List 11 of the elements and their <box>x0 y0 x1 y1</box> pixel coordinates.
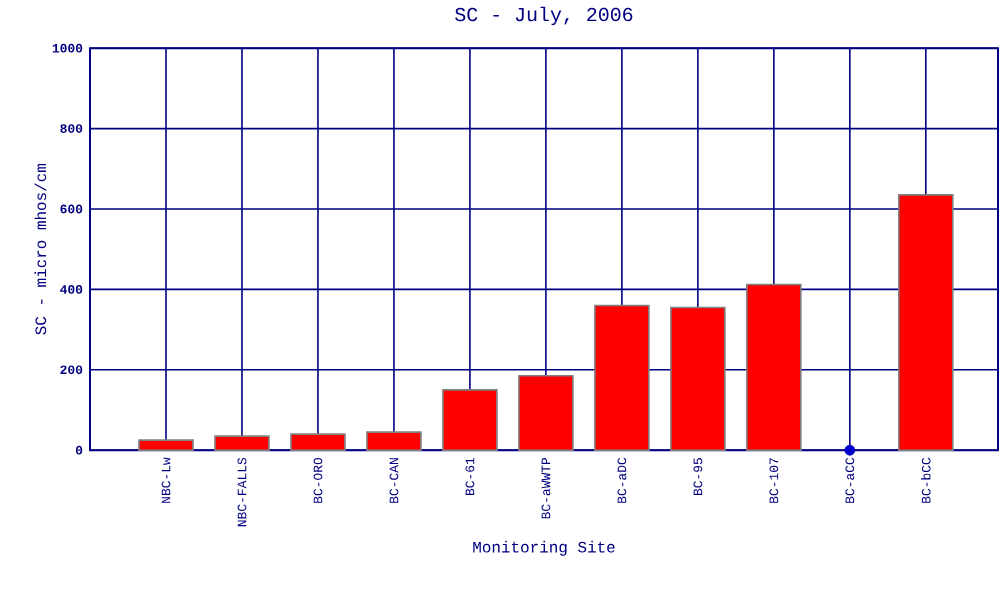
bar <box>214 435 270 451</box>
bar <box>670 306 726 451</box>
bar <box>746 283 802 451</box>
bar <box>594 304 650 451</box>
chart-title: SC - July, 2006 <box>455 6 633 26</box>
bar <box>518 374 574 451</box>
bar <box>138 439 194 451</box>
bar <box>442 389 498 451</box>
bar <box>898 194 954 451</box>
bar <box>366 431 422 451</box>
bar <box>290 433 346 451</box>
